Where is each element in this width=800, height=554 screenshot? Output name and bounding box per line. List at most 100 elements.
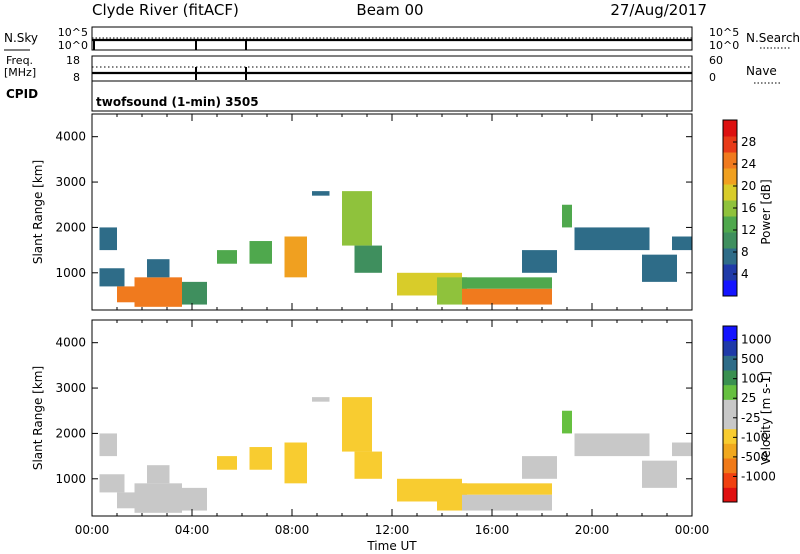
power-colorbar-tick-label-1: 24: [741, 157, 756, 171]
velocity-xtick-label-2: 08:00: [275, 523, 310, 537]
velocity-colorbar-band-0: [723, 487, 737, 503]
power-cell-17: [562, 204, 572, 228]
power-cell-20: [672, 236, 692, 251]
velocity-colorbar-tick-label-2: 100: [741, 372, 764, 386]
power-colorbar-tick-label-3: 16: [741, 201, 756, 215]
power-cell-14: [462, 288, 552, 305]
power-cell-3: [134, 277, 182, 307]
velocity-colorbar-label: Velocity [m s-1]: [759, 371, 773, 465]
power-cell-0: [99, 227, 117, 251]
velocity-colorbar-band-6: [723, 399, 737, 415]
power-cell-11: [354, 245, 382, 273]
velocity-xtick-label-3: 12:00: [375, 523, 410, 537]
power-colorbar-band-3: [723, 232, 737, 249]
nsky-right-tick-bottom: 10^0: [709, 39, 739, 52]
velocity-colorbar-band-2: [723, 458, 737, 474]
cpid-strip-frame: [91, 80, 693, 112]
power-ytick-label-1: 3000: [55, 175, 86, 189]
freq-strip-frame: [91, 55, 693, 82]
velocity-ytick-label-2: 2000: [55, 426, 86, 440]
power-colorbar-band-8: [723, 152, 737, 169]
power-cell-2: [117, 286, 135, 303]
velocity-ytick-label-3: 1000: [55, 472, 86, 486]
power-cell-19: [642, 254, 677, 282]
velocity-colorbar-tick-label-4: -25: [741, 411, 761, 425]
cpid-value: twofsound (1-min) 3505: [96, 95, 259, 109]
power-colorbar-tick-label-0: 28: [741, 135, 756, 149]
velocity-cell-14: [462, 494, 552, 511]
velocity-cell-1: [99, 474, 125, 493]
velocity-cell-0: [99, 433, 117, 457]
velocity-xtick-label-0: 00:00: [75, 523, 110, 537]
velocity-colorbar-band-11: [723, 326, 737, 342]
velocity-colorbar-band-4: [723, 428, 737, 444]
velocity-colorbar-tick-label-0: 1000: [741, 333, 772, 347]
velocity-cell-3: [134, 483, 182, 513]
velocity-colorbar-band-8: [723, 370, 737, 386]
power-cell-10: [342, 191, 372, 246]
power-colorbar: 28 24 20 16 12 8 4: [722, 119, 756, 297]
nave-tick-bottom: 0: [709, 71, 716, 84]
nsky-label: N.Sky: [4, 31, 38, 45]
velocity-axes: 4000 3000 2000 1000 00:00 04:00 08:00 12:00 16:0…: [55, 320, 709, 537]
power-colorbar-band-2: [723, 248, 737, 265]
nsky-tick-bottom: 10^0: [58, 39, 88, 52]
velocity-ytick-label-0: 4000: [55, 336, 86, 350]
velocity-cell-17: [562, 410, 572, 434]
power-cell-16: [522, 250, 557, 273]
velocity-ytick-label-1: 3000: [55, 381, 86, 395]
power-colorbar-tick-label-6: 4: [741, 267, 749, 281]
velocity-cell-7: [249, 447, 272, 470]
velocity-colorbar: 1000 500 100 25 -25 -100 -500 -1000: [722, 325, 776, 503]
velocity-cell-4: [147, 465, 170, 484]
power-colorbar-band-1: [723, 264, 737, 281]
velocity-cell-9: [312, 397, 330, 402]
power-heatmap-cells: [99, 191, 692, 307]
power-ylabel: Slant Range [km]: [31, 160, 45, 264]
velocity-cell-11: [354, 451, 382, 479]
velocity-colorbar-tick-label-6: -500: [741, 450, 768, 464]
power-cell-6: [217, 250, 237, 264]
velocity-ylabel: Slant Range [km]: [31, 366, 45, 470]
power-cell-9: [312, 191, 330, 196]
velocity-cell-18: [574, 433, 650, 457]
power-cell-5: [182, 281, 207, 305]
power-cell-4: [147, 259, 170, 278]
velocity-cell-10: [342, 397, 372, 452]
beam-title: Beam 00: [356, 1, 423, 19]
freq-tick-bottom: 8: [73, 71, 80, 84]
velocity-cell-2: [117, 492, 135, 509]
power-cell-1: [99, 268, 125, 287]
nave-label: Nave: [746, 64, 777, 78]
velocity-colorbar-band-1: [723, 472, 737, 488]
velocity-cell-5: [182, 487, 207, 511]
freq-label: Freq.: [6, 54, 33, 67]
velocity-heatmap-cells: [99, 397, 692, 513]
power-colorbar-label: Power [dB]: [759, 179, 773, 244]
velocity-cell-19: [642, 460, 677, 488]
velocity-cell-20: [672, 442, 692, 457]
power-colorbar-tick-label-4: 12: [741, 223, 756, 237]
freq-unit: [MHz]: [4, 66, 36, 79]
power-colorbar-band-5: [723, 200, 737, 217]
power-axes: 4000 3000 2000 1000: [55, 114, 693, 310]
velocity-colorbar-frame: [722, 325, 738, 503]
time-axis-label: Time UT: [366, 539, 417, 553]
power-ytick-label-0: 4000: [55, 130, 86, 144]
power-ytick-label-2: 2000: [55, 220, 86, 234]
velocity-xtick-label-1: 04:00: [175, 523, 210, 537]
velocity-cell-15: [462, 483, 552, 495]
velocity-colorbar-band-10: [723, 340, 737, 356]
velocity-colorbar-tick-label-5: -100: [741, 430, 768, 444]
power-colorbar-tick-label-2: 20: [741, 179, 756, 193]
velocity-colorbar-band-7: [723, 384, 737, 400]
date-title: 27/Aug/2017: [610, 1, 707, 19]
cpid-label: CPID: [6, 87, 38, 101]
power-colorbar-band-6: [723, 184, 737, 201]
power-cell-18: [574, 227, 650, 251]
velocity-xtick-label-6: 00:00: [675, 523, 710, 537]
velocity-colorbar-band-3: [723, 443, 737, 459]
power-colorbar-band-10: [723, 120, 737, 137]
station-title: Clyde River (fitACF): [92, 1, 239, 19]
